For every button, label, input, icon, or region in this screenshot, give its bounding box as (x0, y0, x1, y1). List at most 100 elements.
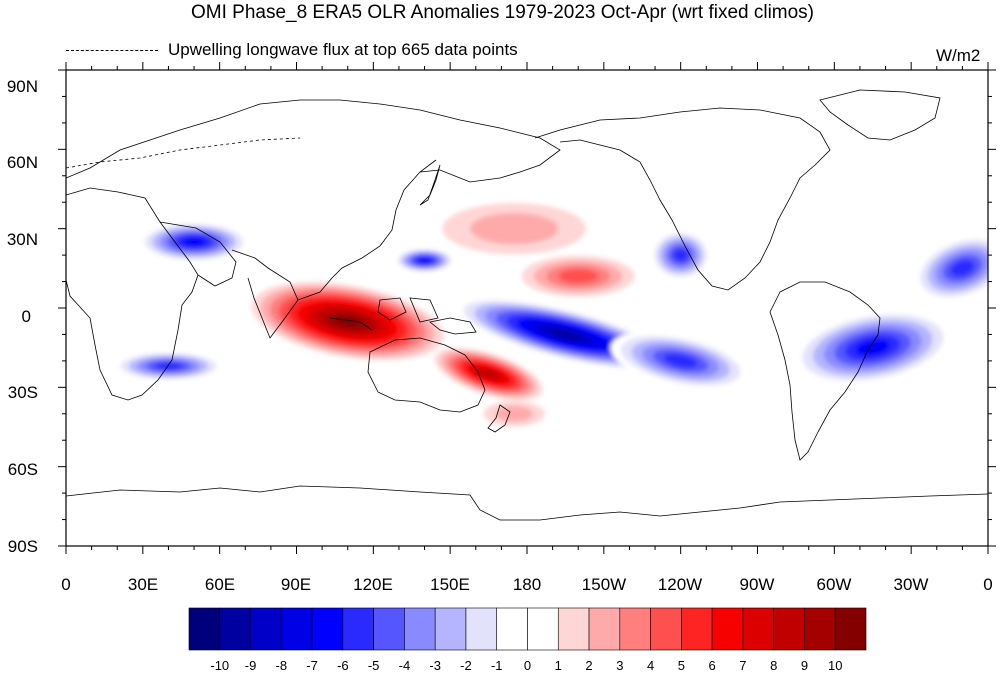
coastline-southeast-asia (297, 159, 437, 301)
x-tick-label: 150W (582, 575, 626, 594)
colorbar-swatch (681, 607, 713, 651)
anomaly-contour (558, 269, 598, 284)
coastline-japan (419, 164, 441, 206)
coastline-south-america (769, 281, 881, 461)
y-axis-labels: 90N 60N 30N 0 30S 60S 90S (7, 77, 38, 556)
colorbar-swatch (434, 607, 467, 651)
colorbar-swatch (219, 607, 251, 651)
anomaly-fields (112, 203, 988, 427)
coastline-eurasia-north (66, 99, 561, 183)
map-subtitle: Upwelling longwave flux at top 665 data … (66, 40, 518, 60)
anomaly-contour (154, 362, 183, 370)
anomaly-contour (950, 260, 975, 277)
x-tick-label: 60E (205, 575, 235, 594)
colorbar-swatch (281, 607, 313, 651)
y-tick-label: 90S (8, 537, 38, 556)
colorbar (188, 607, 867, 651)
colorbar-label: -3 (429, 658, 441, 673)
coastline-africa (66, 187, 199, 401)
y-tick-label: 60N (7, 153, 38, 172)
colorbar-label: 0 (524, 658, 531, 673)
coastline-india (231, 249, 299, 339)
colorbar-label: -9 (245, 658, 257, 673)
colorbar-label: -6 (337, 658, 349, 673)
colorbar-swatch (773, 607, 805, 651)
y-tick-label: 30N (7, 230, 38, 249)
x-tick-label: 0 (983, 575, 992, 594)
colorbar-label: -5 (368, 658, 380, 673)
x-tick-label: 180 (513, 575, 541, 594)
x-tick-label: 90E (281, 575, 311, 594)
coastline-arabia (159, 221, 237, 287)
x-tick-label: 120E (353, 575, 393, 594)
y-tick-label: 30S (8, 383, 38, 402)
dashed-line-legend-icon (66, 50, 158, 52)
units-label: W/m2 (936, 46, 981, 65)
colorbar-label: 5 (678, 658, 685, 673)
x-tick-label: 150E (430, 575, 470, 594)
coastline-north-america (534, 107, 831, 291)
anomaly-contour (182, 237, 206, 247)
coastlines (66, 89, 988, 521)
colorbar-label: 3 (616, 658, 623, 673)
x-axis-labels: 0 30E 60E 90E 120E 150E 180 150W 120W 90… (61, 575, 992, 594)
colorbar-label: 1 (555, 658, 562, 673)
subtitle-text: Upwelling longwave flux at top 665 data … (168, 40, 518, 59)
colorbar-swatch (404, 607, 436, 651)
axis-ticks (58, 62, 996, 554)
dashed-boundaries (66, 137, 301, 169)
x-tick-label: 90W (740, 575, 775, 594)
y-tick-label: 60S (8, 460, 38, 479)
colorbar-label: -8 (276, 658, 288, 673)
y-tick-label: 0 (22, 307, 31, 326)
x-tick-label: 120W (658, 575, 702, 594)
colorbar-swatch (742, 607, 774, 651)
x-tick-label: 60W (817, 575, 852, 594)
colorbar-swatch (373, 607, 405, 651)
x-tick-label: 0 (61, 575, 70, 594)
x-tick-label: 30W (894, 575, 929, 594)
colorbar-label: 4 (647, 658, 654, 673)
anomaly-contour (478, 369, 499, 379)
colorbar-swatch (496, 607, 528, 651)
colorbar-label: -4 (399, 658, 411, 673)
colorbar-swatch (557, 607, 590, 651)
anomaly-contour (418, 257, 432, 264)
colorbar-swatch (465, 607, 498, 651)
anomaly-contour (673, 248, 689, 262)
coastline-sumatra-borneo (329, 297, 439, 331)
coastline-new-guinea (429, 317, 477, 335)
colorbar-label: -7 (306, 658, 318, 673)
colorbar-label: 9 (801, 658, 808, 673)
y-tick-label: 90N (7, 77, 38, 96)
colorbar-swatch (342, 607, 374, 651)
colorbar-swatch (834, 607, 867, 651)
colorbar-swatch (311, 607, 344, 651)
colorbar-label: -1 (491, 658, 503, 673)
colorbar-label: -2 (460, 658, 472, 673)
coastline-australia (367, 337, 486, 413)
map-title: OMI Phase_8 ERA5 OLR Anomalies 1979-2023… (190, 2, 815, 23)
colorbar-swatch (804, 607, 836, 651)
anomaly-contour (495, 405, 534, 422)
anomaly-contour (470, 212, 559, 245)
coastline-greenland (819, 89, 941, 141)
colorbar-swatch (527, 607, 559, 651)
colorbar-swatch (250, 607, 282, 651)
colorbar-label: 2 (585, 658, 592, 673)
colorbar-swatch (588, 607, 621, 651)
coastline-new-zealand (487, 404, 511, 433)
colorbar-swatch (650, 607, 682, 651)
colorbar-label: 8 (770, 658, 777, 673)
anomaly-contour (333, 315, 363, 328)
x-tick-label: 30E (128, 575, 158, 594)
colorbar-swatch (619, 607, 651, 651)
anomaly-contour (855, 339, 890, 356)
colorbar-label: 10 (828, 658, 842, 673)
colorbar-swatch (711, 607, 744, 651)
colorbar-swatch (188, 607, 221, 651)
colorbar-labels: -10 -9 -8 -7 -6 -5 -4 -3 -2 -1 0 1 2 3 4 5 6 7 8 9 10 (210, 658, 842, 673)
colorbar-label: 6 (709, 658, 716, 673)
colorbar-label: 7 (739, 658, 746, 673)
